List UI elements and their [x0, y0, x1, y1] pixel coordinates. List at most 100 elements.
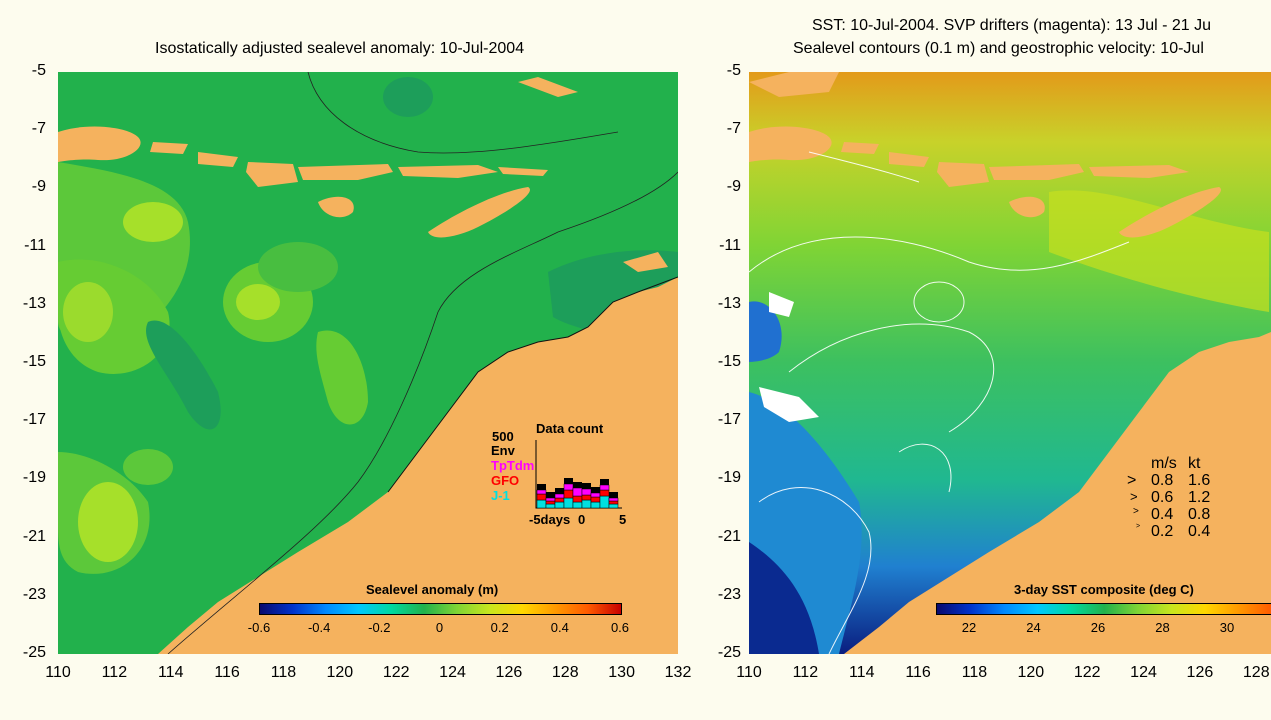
data-count-bar	[581, 494, 592, 501]
y-tick-label: -21	[22, 527, 46, 545]
colorbar-tick-label: -0.2	[368, 620, 391, 635]
y-tick-label: -5	[726, 62, 741, 79]
data-count-bar	[536, 489, 547, 495]
data-count-bar-env	[537, 484, 546, 490]
x-tick-label: 132	[664, 664, 692, 681]
y-tick-label: -17	[22, 411, 46, 429]
data-count-bar-env	[564, 478, 573, 484]
sealevel-anomaly-map	[58, 72, 678, 654]
velocity-legend-ms: 0.8	[1151, 472, 1174, 489]
data-count-bar	[563, 483, 574, 491]
velocity-legend-kt: 0.8	[1188, 506, 1211, 523]
data-count-bar	[599, 489, 610, 497]
x-tick-label: 124	[1130, 664, 1157, 681]
data-count-bar	[599, 484, 610, 491]
y-tick-label: -7	[726, 120, 741, 138]
data-count-series-label: Env	[491, 443, 515, 458]
velocity-legend-ms: 0.2	[1151, 523, 1174, 540]
data-count-series-label: J-1	[491, 488, 510, 503]
left-colorbar-title: Sealevel anomaly (m)	[366, 582, 499, 597]
data-count-bar	[590, 496, 601, 503]
y-tick-label: -15	[22, 353, 46, 370]
x-tick-label: 120	[326, 664, 354, 681]
colorbar-tick-label: 24	[1026, 620, 1041, 635]
data-count-bar	[572, 501, 583, 509]
velocity-arrow-icon: >	[1130, 489, 1138, 504]
y-tick-label: -25	[717, 644, 741, 661]
data-count-xtick-zero: 0	[578, 512, 586, 527]
colorbar-tick-label: 0.6	[610, 620, 630, 635]
data-count-bar	[563, 497, 574, 509]
data-count-bar	[536, 493, 547, 501]
data-count-bar-env	[582, 483, 591, 489]
x-tick-label: 130	[608, 664, 635, 681]
x-tick-label: 114	[157, 664, 184, 681]
data-count-bar-env	[546, 492, 555, 498]
velocity-arrow-icon: >	[1127, 472, 1137, 489]
velocity-legend-ms: 0.6	[1151, 489, 1174, 506]
y-tick-label: -25	[22, 644, 46, 661]
colorbar-tick-label: 28	[1155, 620, 1170, 635]
x-tick-label: 112	[101, 664, 128, 681]
x-tick-label: 112	[792, 664, 819, 681]
y-tick-label: -9	[31, 178, 46, 196]
colorbar-tick-label: 0	[435, 620, 444, 635]
x-tick-label: 122	[1073, 664, 1101, 681]
left-panel-title: Isostatically adjusted sealevel anomaly:…	[155, 40, 525, 57]
sst-map	[749, 72, 1271, 654]
data-count-bar	[536, 499, 547, 509]
colorbar-tick-label: 0.4	[550, 620, 569, 635]
data-count-xtick-end: 5	[619, 512, 627, 527]
data-count-bar-env	[609, 492, 618, 498]
y-tick-label: -13	[22, 294, 46, 312]
data-count-bar	[545, 500, 556, 505]
right-panel-title-1: SST: 10-Jul-2004. SVP drifters (magenta)…	[812, 17, 1212, 34]
y-tick-label: -19	[717, 469, 741, 487]
velocity-legend-header-kt: kt	[1188, 455, 1201, 472]
x-tick-label: 110	[736, 664, 762, 681]
velocity-legend-ms: 0.4	[1151, 506, 1174, 523]
y-tick-label: -9	[726, 178, 741, 196]
colorbar-tick-label: 0.2	[490, 620, 509, 635]
data-count-bar	[572, 487, 583, 497]
y-tick-label: -11	[24, 236, 46, 254]
x-tick-label: 126	[495, 664, 523, 681]
data-count-bar	[599, 495, 610, 509]
y-tick-label: -19	[22, 469, 46, 487]
x-tick-label: 114	[848, 664, 875, 681]
data-count-xtick-start: -5days	[529, 512, 571, 527]
data-count-bar	[554, 497, 565, 503]
data-count-bar-env	[600, 479, 609, 485]
y-tick-label: -17	[717, 411, 741, 429]
x-tick-label: 128	[1242, 664, 1270, 681]
colorbar-tick-label: 30	[1219, 620, 1235, 635]
data-count-bar-env	[555, 488, 564, 494]
data-count-bar	[554, 501, 565, 509]
y-tick-label: -5	[31, 62, 46, 79]
data-count-bar-env	[591, 487, 600, 493]
data-count-bar	[581, 499, 592, 509]
data-count-bar-env	[573, 482, 582, 488]
y-tick-label: -7	[31, 120, 46, 138]
x-tick-label: 110	[45, 664, 71, 681]
right-colorbar-title: 3-day SST composite (deg C)	[1014, 582, 1194, 597]
colorbar-tick-label: 26	[1090, 620, 1106, 635]
colorbar-tick-label: 22	[961, 620, 977, 635]
data-count-series-label: GFO	[491, 473, 520, 488]
data-count-title: Data count	[536, 421, 604, 436]
x-tick-label: 118	[270, 664, 297, 681]
y-tick-label: -15	[717, 353, 741, 370]
x-tick-label: 120	[1017, 664, 1045, 681]
left-colorbar	[259, 603, 622, 615]
right-panel-title-2: Sealevel contours (0.1 m) and geostrophi…	[793, 40, 1204, 57]
y-tick-label: -11	[719, 236, 741, 254]
x-tick-label: 124	[439, 664, 466, 681]
colorbar-tick-label: -0.4	[307, 620, 331, 635]
y-tick-label: -21	[717, 527, 741, 545]
data-count-bar	[545, 497, 556, 502]
data-count-scale: 500	[492, 429, 514, 444]
velocity-arrow-icon: >	[1136, 523, 1141, 530]
data-count-bar	[608, 500, 619, 505]
data-count-bar	[572, 495, 583, 503]
x-tick-label: 116	[214, 664, 240, 681]
